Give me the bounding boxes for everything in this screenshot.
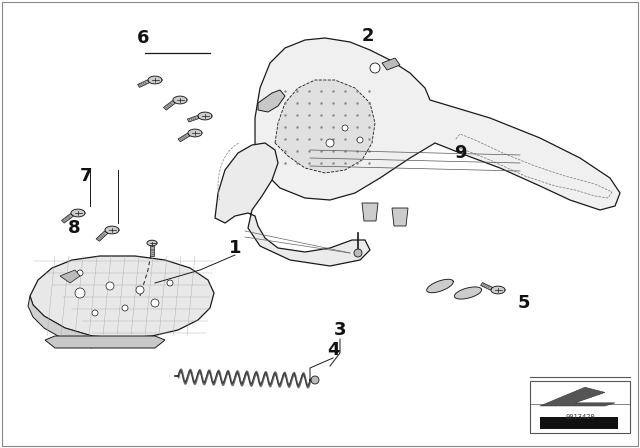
Polygon shape: [275, 80, 375, 173]
Polygon shape: [30, 256, 214, 338]
Polygon shape: [178, 133, 190, 142]
Circle shape: [342, 125, 348, 131]
Text: 4: 4: [327, 341, 339, 359]
Polygon shape: [427, 279, 453, 293]
Polygon shape: [45, 336, 165, 348]
Polygon shape: [163, 101, 175, 110]
Polygon shape: [150, 246, 154, 255]
Polygon shape: [61, 214, 74, 223]
Polygon shape: [105, 226, 119, 234]
Polygon shape: [491, 286, 505, 294]
Polygon shape: [138, 80, 149, 87]
Circle shape: [326, 139, 334, 147]
Polygon shape: [60, 270, 80, 283]
Polygon shape: [188, 129, 202, 137]
Text: 3: 3: [333, 321, 346, 339]
Polygon shape: [255, 38, 620, 210]
Polygon shape: [362, 203, 378, 221]
Circle shape: [75, 288, 85, 298]
Text: 5: 5: [518, 294, 531, 312]
Circle shape: [167, 280, 173, 286]
Circle shape: [92, 310, 98, 316]
Polygon shape: [215, 143, 370, 266]
Polygon shape: [198, 112, 212, 120]
Text: 2: 2: [362, 27, 374, 45]
Polygon shape: [28, 296, 92, 348]
Text: 8: 8: [68, 219, 80, 237]
Polygon shape: [481, 283, 492, 290]
Polygon shape: [96, 231, 108, 241]
Circle shape: [311, 376, 319, 384]
Circle shape: [357, 137, 363, 143]
Text: 6: 6: [137, 29, 149, 47]
Circle shape: [106, 282, 114, 290]
Circle shape: [77, 270, 83, 276]
Bar: [540, 417, 618, 429]
Text: 0013420: 0013420: [565, 414, 595, 420]
Polygon shape: [188, 116, 199, 122]
Circle shape: [354, 249, 362, 257]
Text: 9: 9: [454, 144, 467, 162]
Polygon shape: [540, 387, 615, 406]
Bar: [530, 381, 630, 433]
Text: 1: 1: [228, 239, 241, 257]
Circle shape: [151, 299, 159, 307]
Circle shape: [370, 63, 380, 73]
Polygon shape: [148, 76, 162, 84]
Polygon shape: [71, 209, 85, 217]
Polygon shape: [147, 240, 157, 246]
Polygon shape: [392, 208, 408, 226]
Polygon shape: [454, 287, 481, 299]
Polygon shape: [382, 58, 400, 70]
Polygon shape: [258, 90, 285, 112]
Text: 7: 7: [80, 167, 92, 185]
Circle shape: [122, 305, 128, 311]
Polygon shape: [173, 96, 187, 104]
Circle shape: [136, 286, 144, 294]
